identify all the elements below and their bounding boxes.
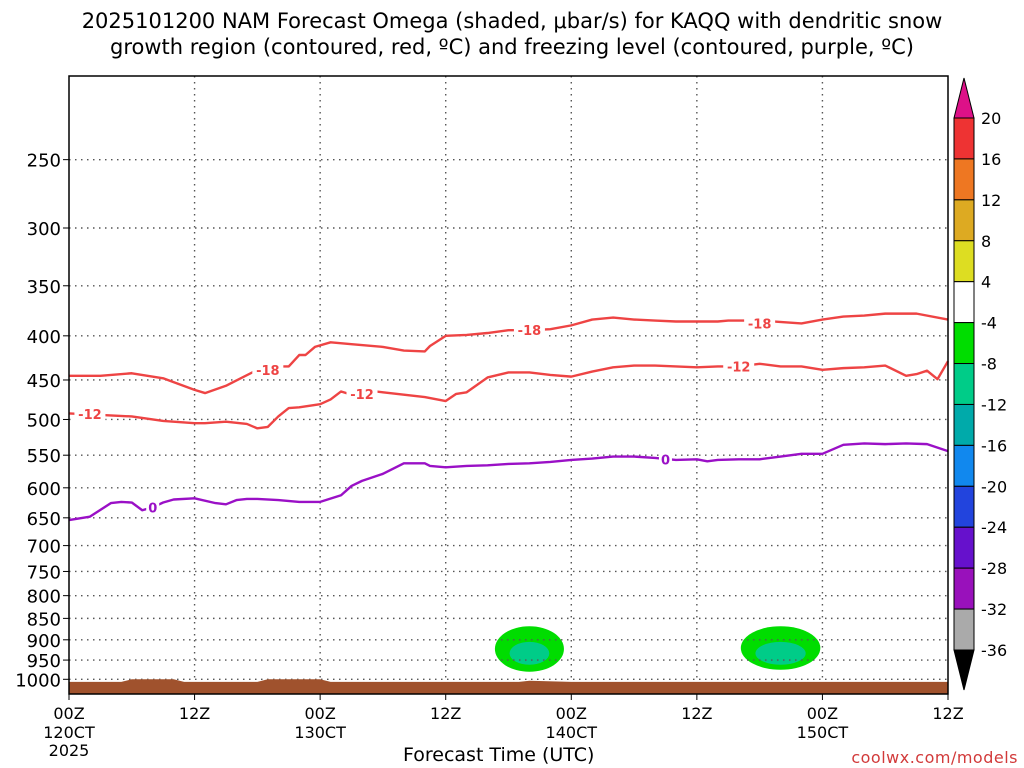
colorbar-label-6: -8 [981,355,997,374]
x-tick-date-48: 140CT [546,723,598,742]
y-tick-label-250: 250 [27,151,61,172]
contour-label-bg-2-1 [658,451,672,468]
chart-title: 2025101200 NAM Forecast Omega (shaded, μ… [0,8,1024,60]
x-tick-label-36: 12Z [430,704,461,723]
colorbar-label-13: -36 [981,641,1007,660]
y-tick-label-700: 700 [27,537,61,558]
x-axis-label: Forecast Time (UTC) [403,744,595,766]
y-tick-label-450: 450 [27,371,61,392]
y-tick-label-1000: 1000 [15,670,61,691]
colorbar-label-10: -24 [981,518,1007,537]
contour-label-0-0: -18 [256,364,280,379]
x-tick-label-84: 12Z [932,704,963,723]
y-tick-label-550: 550 [27,446,61,467]
x-tick-label-12: 12Z [179,704,210,723]
contour-label-1-0: -12 [78,408,102,423]
colorbar-label-11: -28 [981,559,1007,578]
contour-label-bg-0-0 [252,361,284,378]
terrain-fill [69,679,948,694]
colorbar-label-8: -16 [981,436,1007,455]
colorbar-band-5 [953,322,975,365]
colorbar-label-0: 20 [981,109,1001,128]
colorbar-band-0 [953,117,975,160]
colorbar-top-arrow [953,77,975,119]
colorbar-bottom-arrow [953,649,975,691]
omega-area-3 [755,641,806,665]
colorbar-band-12 [953,608,975,651]
x-tick-date-0: 120CT [43,723,95,742]
title-line-1: 2025101200 NAM Forecast Omega (shaded, μ… [81,9,943,33]
y-tick-label-900: 900 [27,631,61,652]
y-tick-label-750: 750 [27,562,61,583]
contour-label-0-2: -18 [748,317,772,332]
colorbar-label-7: -12 [981,395,1007,414]
y-tick-label-650: 650 [27,509,61,530]
y-tick-label-500: 500 [27,410,61,431]
y-tick-label-300: 300 [27,219,61,240]
colorbar-label-4: 4 [981,273,991,292]
contour-label-bg-2-0 [146,499,160,516]
colorbar-band-7 [953,403,975,446]
contour-label-bg-1-2 [723,358,755,375]
colorbar-label-12: -32 [981,600,1007,619]
plot-frame [68,75,949,695]
y-tick-label-350: 350 [27,277,61,298]
contour-label-2-0: 0 [148,501,157,516]
contour-label-1-2: -12 [727,360,751,375]
plot-background [69,76,948,694]
title-line-2: growth region (contoured, red, ºC) and f… [110,35,914,59]
colorbar-label-2: 12 [981,191,1001,210]
y-tick-label-950: 950 [27,651,61,672]
contour-line-dgz-m12-1 [68,360,950,430]
x-tick-label-60: 12Z [681,704,712,723]
y-tick-label-600: 600 [27,479,61,500]
x-tick-date-24: 130CT [294,723,346,742]
site-credit: coolwx.com/models [851,748,1018,767]
y-tick-label-400: 400 [27,327,61,348]
contour-label-0-1: -18 [518,324,542,339]
colorbar-band-1 [953,158,975,201]
x-tick-label-0: 00Z [53,704,84,723]
contour-label-bg-1-0 [74,406,106,423]
colorbar-band-4 [953,281,975,324]
colorbar-band-6 [953,363,975,405]
colorbar-label-3: 8 [981,232,991,251]
x-tick-year-0: 2025 [49,741,90,760]
y-tick-label-800: 800 [27,587,61,608]
omega-area-1 [509,641,550,665]
contour-label-bg-0-1 [513,322,545,339]
colorbar-label-1: 16 [981,150,1001,169]
x-tick-date-72: 150CT [797,723,849,742]
contour-label-bg-1-1 [346,385,378,402]
colorbar-band-3 [953,240,975,283]
colorbar-label-5: -4 [981,314,997,333]
contour-label-2-1: 0 [661,453,670,468]
x-tick-label-72: 00Z [807,704,838,723]
colorbar-band-9 [953,485,975,528]
contour-label-bg-0-2 [744,315,776,332]
colorbar-band-11 [953,567,975,610]
colorbar-band-2 [953,199,975,242]
contour-label-1-1: -12 [350,388,374,403]
contour-line-freezing-0-2 [68,442,949,522]
x-tick-label-48: 00Z [556,704,587,723]
x-tick-label-24: 00Z [304,704,335,723]
colorbar-band-8 [953,444,975,487]
y-tick-label-850: 850 [27,609,61,630]
colorbar-label-9: -20 [981,477,1007,496]
colorbar-band-10 [953,526,975,569]
